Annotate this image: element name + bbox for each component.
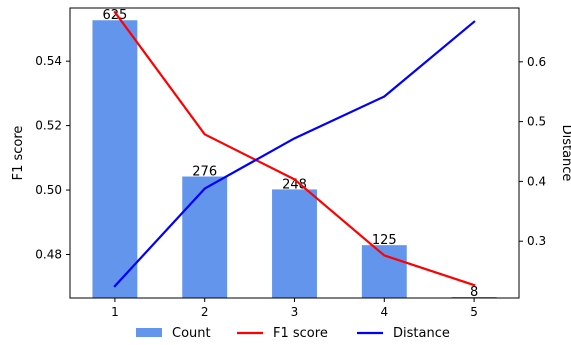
series-line-distance	[113, 20, 476, 288]
bars-group	[92, 20, 497, 298]
legend-label-count: Count	[172, 326, 211, 341]
x-tick-label-5: 5	[470, 305, 478, 319]
bar-4	[361, 245, 407, 298]
y-left-tick-label: 0.54	[35, 54, 62, 68]
bar-label-2: 276	[192, 165, 217, 180]
bar-3	[272, 189, 317, 298]
y-left-tick-label: 0.48	[35, 248, 62, 262]
y-left-axis-label: F1 score	[11, 126, 26, 181]
y-left-tick-label: 0.52	[35, 119, 62, 133]
bar-label-3: 248	[282, 177, 307, 192]
bar-labels-group: 625 276 248 125 8	[102, 8, 478, 300]
legend: Count F1 score Distance	[136, 326, 450, 341]
lines-group	[113, 10, 476, 288]
x-tick-label-3: 3	[291, 305, 299, 319]
bar-label-5: 8	[470, 285, 478, 300]
y-right-tick-label: 0.4	[527, 174, 546, 188]
bar-label-1: 625	[102, 8, 127, 23]
legend-label-distance: Distance	[393, 326, 450, 341]
x-tick-label-4: 4	[380, 305, 388, 319]
y-left-tick-label: 0.50	[35, 183, 62, 197]
y-right-tick-label: 0.5	[527, 115, 546, 129]
bar-2	[182, 176, 228, 298]
y-right-tick-label: 0.3	[527, 234, 546, 248]
bar-label-4: 125	[372, 233, 397, 248]
legend-swatch-count	[136, 328, 162, 337]
y-right-tick-label: 0.6	[527, 55, 546, 69]
x-tick-label-2: 2	[201, 305, 209, 319]
legend-label-f1-score: F1 score	[273, 326, 328, 341]
series-line-f1-score	[113, 10, 476, 287]
axes-group: 1 2 3 4 5 0.48 0.50 0.52 0.54 0.3 0.4 0.5 0.6	[35, 7, 546, 319]
y-right-axis-label: Distance	[559, 125, 571, 182]
bar-1	[92, 20, 138, 298]
x-tick-label-1: 1	[111, 305, 119, 319]
